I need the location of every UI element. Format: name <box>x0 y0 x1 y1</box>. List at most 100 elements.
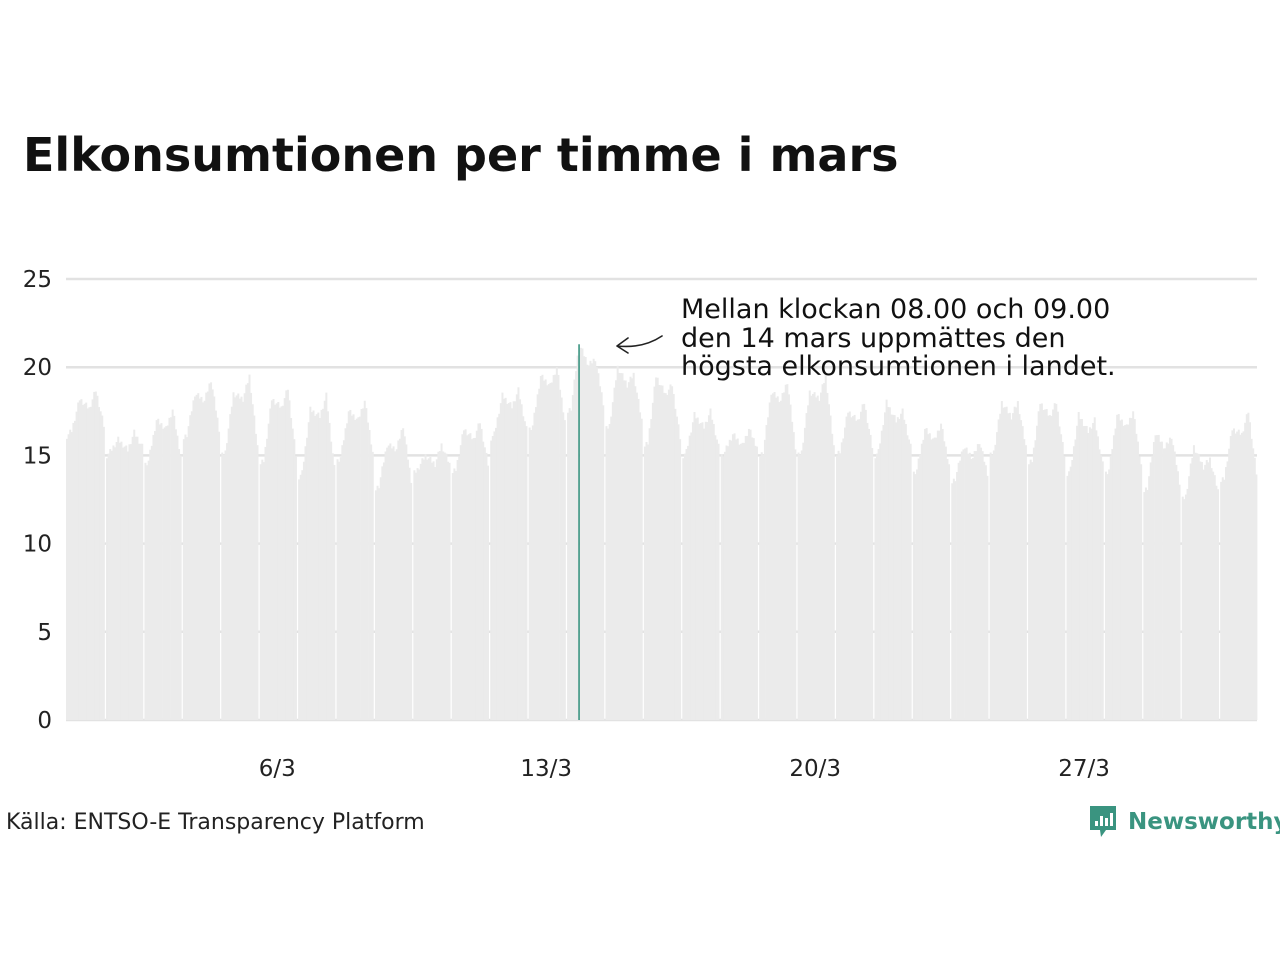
hour-bar <box>935 437 938 720</box>
hour-bar <box>323 400 326 720</box>
hour-bar <box>395 449 398 720</box>
hour-bar <box>903 419 906 720</box>
hour-bar <box>1144 487 1147 720</box>
hour-bar <box>1000 401 1003 720</box>
hour-bar <box>1213 475 1216 720</box>
hour-bar <box>178 449 181 720</box>
day-bars-28 <box>1104 411 1143 720</box>
hour-bar <box>799 455 802 720</box>
hour-bar <box>1255 474 1258 720</box>
hour-bar <box>463 430 465 720</box>
hour-bar <box>136 436 139 720</box>
hour-bar <box>336 459 339 720</box>
hour-bar <box>150 445 153 720</box>
hour-bar <box>679 439 682 720</box>
hour-bar <box>352 414 355 720</box>
hour-bar <box>1052 409 1055 720</box>
hour-bar <box>1060 434 1063 720</box>
hour-bar <box>991 455 994 720</box>
hour-bar <box>131 436 134 720</box>
hour-bar <box>339 457 342 720</box>
hour-bar <box>591 363 594 720</box>
hour-bar <box>272 399 275 720</box>
hour-bar <box>826 392 829 720</box>
x-tick-label: 6/3 <box>259 756 296 782</box>
hour-bar <box>1146 489 1149 720</box>
hour-bar <box>541 374 544 720</box>
hour-bar <box>211 389 214 720</box>
hour-bar <box>595 367 598 720</box>
hour-bar <box>1116 414 1119 720</box>
hour-bar <box>634 386 637 720</box>
hour-bar <box>299 474 302 720</box>
hour-bar <box>1032 447 1035 720</box>
hour-bar <box>1205 460 1208 720</box>
hour-bar <box>365 408 368 720</box>
hour-bar <box>832 445 835 720</box>
x-axis: 6/3 13/3 20/3 27/3 <box>259 756 1110 782</box>
hour-bar <box>491 436 494 720</box>
hour-bar <box>632 372 635 720</box>
hour-bar <box>693 412 696 720</box>
hour-bar <box>560 397 563 720</box>
hour-bar <box>563 420 566 720</box>
hour-bar <box>703 428 706 720</box>
hour-bar <box>221 452 224 720</box>
hour-bar <box>536 394 539 720</box>
hour-bar <box>495 427 498 720</box>
x-tick-label: 13/3 <box>520 756 572 782</box>
hour-bar <box>107 453 110 720</box>
hour-bar <box>623 380 626 720</box>
hour-bar <box>575 371 578 720</box>
hour-bar <box>261 459 264 720</box>
hour-bar <box>490 440 493 720</box>
hour-bar <box>733 433 736 720</box>
hour-bar <box>130 444 133 720</box>
hour-bar <box>631 378 634 720</box>
hour-bar <box>285 390 288 720</box>
hour-bar <box>653 386 656 720</box>
hour-bar <box>387 445 390 720</box>
day-bars-31 <box>1220 412 1258 720</box>
hour-bar <box>280 406 283 720</box>
day-bars-3 <box>144 409 182 720</box>
hour-bar <box>663 392 666 720</box>
hour-bar <box>197 393 200 720</box>
hour-bar <box>868 428 870 720</box>
hour-bar <box>735 439 738 720</box>
hour-bar <box>754 445 757 720</box>
hour-bar <box>427 458 430 720</box>
hour-bar <box>848 411 851 720</box>
hour-bar <box>511 408 514 720</box>
hour-bar <box>80 399 83 720</box>
hour-bar <box>992 450 995 720</box>
hour-bar <box>519 399 522 720</box>
hour-bar <box>374 490 377 720</box>
hour-bar <box>1072 446 1075 720</box>
hour-bar <box>835 455 838 720</box>
hour-bar <box>999 413 1002 720</box>
hour-bar <box>1005 406 1008 720</box>
hour-bar <box>1159 441 1162 720</box>
y-tick-label: 5 <box>37 620 52 646</box>
hour-bar <box>933 437 936 720</box>
hour-bar <box>480 428 483 720</box>
hour-bar <box>520 404 523 720</box>
hour-bar <box>877 449 880 720</box>
hour-bar <box>829 415 832 720</box>
hour-bar <box>1109 455 1112 720</box>
hour-bar <box>951 483 954 720</box>
hour-bar <box>237 393 240 720</box>
hour-bar <box>227 428 230 720</box>
hour-bar <box>807 405 810 720</box>
hour-bar <box>459 445 462 720</box>
hour-bar <box>922 439 925 720</box>
hour-bar <box>250 392 253 720</box>
hour-bar <box>1018 414 1021 720</box>
hour-bar <box>850 417 853 720</box>
hour-bar <box>1199 461 1202 720</box>
hour-bar <box>312 410 315 720</box>
y-axis: 0 5 10 15 20 25 <box>23 267 52 734</box>
hour-bar <box>106 458 109 720</box>
hour-bar <box>1237 429 1240 720</box>
